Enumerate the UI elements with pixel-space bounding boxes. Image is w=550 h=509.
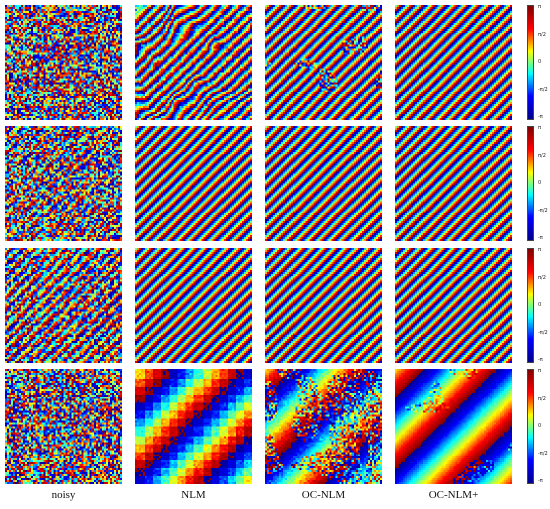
colorbar-tick-label: 0 <box>538 180 542 186</box>
phase-map-r2-noisy <box>5 126 122 241</box>
colorbar-tick-label: 0 <box>538 302 542 308</box>
phase-map-r4-oc-nlm <box>265 369 382 484</box>
phase-map-r3-oc-nlm <box>265 248 382 363</box>
phase-map-r3-nlm <box>135 248 252 363</box>
colorbar-tick-label: π/2 <box>538 31 546 38</box>
phase-map-r3-oc-nlm- <box>395 248 512 363</box>
phase-map-r4-oc-nlm- <box>395 369 512 484</box>
column-label-oc-nlm: OC-NLM <box>301 489 346 501</box>
column-label-nlm: NLM <box>181 489 206 501</box>
colorbar-tick-label: π/2 <box>538 274 546 281</box>
phase-map-r1-nlm <box>135 5 252 120</box>
phase-map-r2-oc-nlm- <box>395 126 512 241</box>
colorbar-tick-label: -π/2 <box>538 86 548 93</box>
column-label-noisy: noisy <box>51 489 76 501</box>
phase-map-r1-noisy <box>5 5 122 120</box>
colorbar-tick-label: -π/2 <box>538 329 548 336</box>
colorbar-tick-label: π <box>538 247 542 253</box>
colorbar-tick-label: π <box>538 125 542 131</box>
colorbar-tick-label: π <box>538 4 542 10</box>
phase-map-r2-oc-nlm <box>265 126 382 241</box>
colorbar-row-2 <box>527 126 534 241</box>
colorbar-tick-label: -π <box>538 114 543 120</box>
column-label-oc-nlm-: OC-NLM+ <box>428 489 479 501</box>
colorbar-tick-label: π/2 <box>538 152 546 159</box>
phase-map-r4-noisy <box>5 369 122 484</box>
colorbar-tick-label: -π <box>538 357 543 363</box>
colorbar-row-1 <box>527 5 534 120</box>
colorbar-tick-label: -π/2 <box>538 207 548 214</box>
colorbar-row-3 <box>527 248 534 363</box>
phase-map-r3-noisy <box>5 248 122 363</box>
colorbar-tick-label: 0 <box>538 59 542 65</box>
colorbar-tick-label: π <box>538 368 542 374</box>
colorbar-row-4 <box>527 369 534 484</box>
phase-map-r1-oc-nlm- <box>395 5 512 120</box>
colorbar-tick-label: -π/2 <box>538 450 548 457</box>
phase-map-r1-oc-nlm <box>265 5 382 120</box>
colorbar-tick-label: -π <box>538 478 543 484</box>
colorbar-tick-label: 0 <box>538 423 542 429</box>
phase-map-r2-nlm <box>135 126 252 241</box>
phase-map-r4-nlm <box>135 369 252 484</box>
colorbar-tick-label: π/2 <box>538 395 546 402</box>
colorbar-tick-label: -π <box>538 235 543 241</box>
